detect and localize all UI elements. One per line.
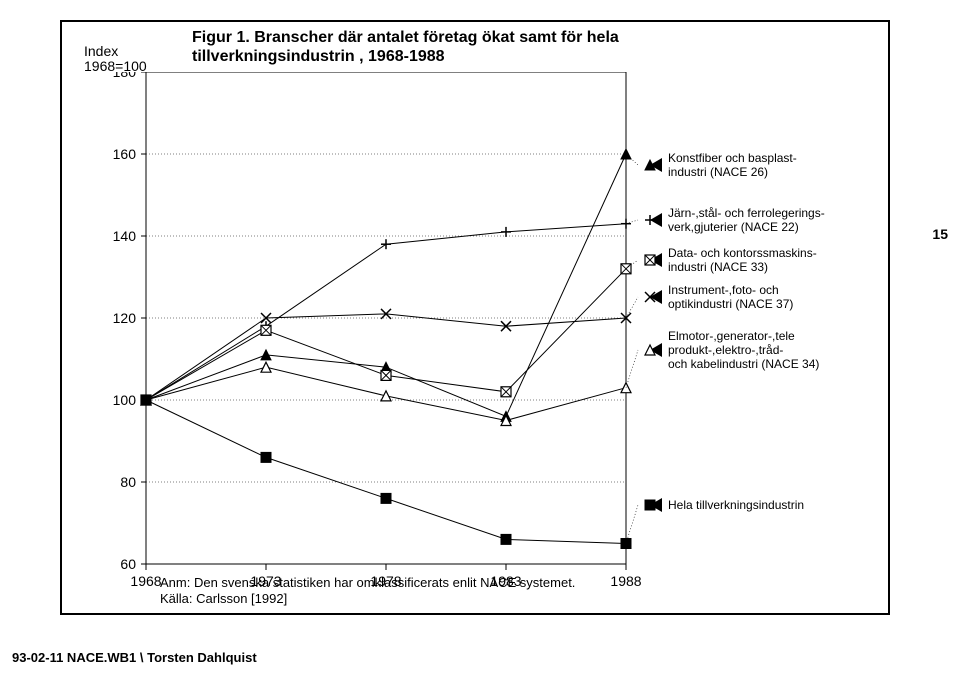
figure-title: Figur 1. Branscher där antalet företag ö… — [192, 28, 692, 66]
chart-svg: 608010012014016018019681973197819831988K… — [74, 72, 880, 600]
y-axis-label-1: Index — [84, 44, 147, 59]
svg-text:140: 140 — [113, 228, 137, 244]
annotation-block: Anm: Den svenska statistiken har omklass… — [160, 575, 575, 608]
svg-text:80: 80 — [120, 474, 136, 490]
figure-title-line1: Figur 1. Branscher där antalet företag ö… — [192, 28, 692, 47]
svg-text:och kabelindustri (NACE 34): och kabelindustri (NACE 34) — [668, 357, 819, 371]
svg-text:100: 100 — [113, 392, 137, 408]
svg-text:verk,gjuterier (NACE 22): verk,gjuterier (NACE 22) — [668, 220, 799, 234]
chart-area: 608010012014016018019681973197819831988K… — [74, 72, 880, 600]
svg-text:Konstfiber och basplast-: Konstfiber och basplast- — [668, 151, 797, 165]
page: Figur 1. Branscher där antalet företag ö… — [0, 0, 960, 680]
svg-text:160: 160 — [113, 146, 137, 162]
svg-text:industri (NACE 26): industri (NACE 26) — [668, 165, 768, 179]
svg-text:Data- och kontorssmaskins-: Data- och kontorssmaskins- — [668, 246, 817, 260]
figure-frame: Figur 1. Branscher där antalet företag ö… — [60, 20, 890, 615]
svg-text:produkt-,elektro-,tråd-: produkt-,elektro-,tråd- — [668, 343, 783, 357]
annotation-line2: Källa: Carlsson [1992] — [160, 591, 575, 607]
svg-text:Järn-,stål- och ferrolegerings: Järn-,stål- och ferrolegerings- — [668, 206, 825, 220]
page-number: 15 — [932, 226, 948, 242]
svg-text:Instrument-,foto- och: Instrument-,foto- och — [668, 283, 779, 297]
svg-text:60: 60 — [120, 556, 136, 572]
svg-text:180: 180 — [113, 72, 137, 80]
svg-text:Elmotor-,generator-,tele: Elmotor-,generator-,tele — [668, 329, 795, 343]
svg-text:optikindustri (NACE 37): optikindustri (NACE 37) — [668, 297, 793, 311]
y-axis-label: Index 1968=100 — [84, 44, 147, 75]
svg-text:industri (NACE 33): industri (NACE 33) — [668, 260, 768, 274]
svg-text:1968: 1968 — [130, 573, 161, 589]
svg-text:120: 120 — [113, 310, 137, 326]
annotation-line1: Anm: Den svenska statistiken har omklass… — [160, 575, 575, 591]
svg-text:Hela tillverkningsindustrin: Hela tillverkningsindustrin — [668, 498, 804, 512]
footer-text: 93-02-11 NACE.WB1 \ Torsten Dahlquist — [12, 650, 257, 665]
svg-text:1988: 1988 — [610, 573, 641, 589]
figure-title-line2: tillverkningsindustrin , 1968-1988 — [192, 47, 692, 66]
